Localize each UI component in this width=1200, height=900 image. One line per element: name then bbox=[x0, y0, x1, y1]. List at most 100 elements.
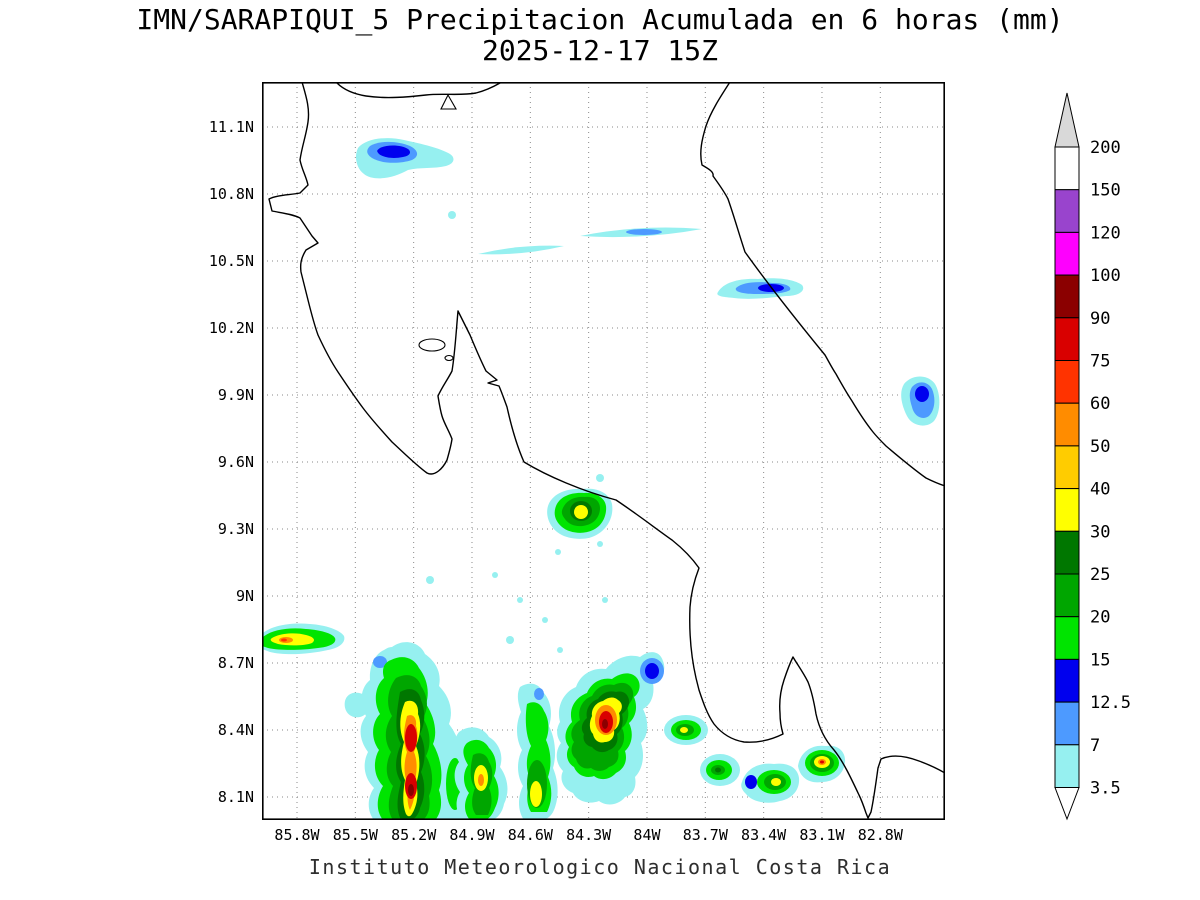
precip-contour bbox=[715, 767, 721, 773]
colorbar-tick-label: 60 bbox=[1090, 394, 1110, 414]
lat-tick-label: 10.8N bbox=[208, 185, 254, 203]
colorbar-segment bbox=[1054, 573, 1080, 618]
lat-tick-label: 8.4N bbox=[217, 721, 254, 739]
precip-contour bbox=[645, 663, 659, 679]
precip-cell-g1 bbox=[741, 763, 800, 803]
precip-shading bbox=[262, 138, 940, 820]
lon-tick-label: 83.7W bbox=[682, 826, 728, 844]
precip-cell-central bbox=[547, 474, 613, 555]
precip-contour bbox=[373, 656, 387, 668]
colorbar-segment bbox=[1054, 658, 1080, 703]
precip-contour bbox=[506, 636, 514, 644]
precip-band-west bbox=[262, 623, 345, 655]
colorbar-segment bbox=[1054, 616, 1080, 660]
precip-contour bbox=[478, 774, 484, 786]
plot-border bbox=[262, 82, 945, 820]
precip-cell-g2 bbox=[798, 745, 846, 783]
precip-contour bbox=[448, 211, 456, 219]
colorbar-tick-label: 200 bbox=[1090, 138, 1121, 158]
lat-tick-label: 9.9N bbox=[217, 386, 254, 404]
lat-tick-label: 9.3N bbox=[217, 520, 254, 538]
precip-cell-e bbox=[664, 715, 708, 745]
colorbar-arrow-top bbox=[1054, 92, 1080, 148]
colorbar-tick-label: 15 bbox=[1090, 650, 1110, 670]
colorbar-segment bbox=[1054, 530, 1080, 575]
colorbar-tick-label: 25 bbox=[1090, 565, 1110, 585]
precip-contour bbox=[478, 245, 564, 255]
map-subtitle: 2025-12-17 15Z bbox=[481, 34, 718, 67]
coastline bbox=[268, 82, 945, 819]
precip-cell-c bbox=[517, 683, 558, 820]
precip-map bbox=[262, 82, 945, 820]
precip-contour bbox=[534, 688, 544, 700]
lat-tick-label: 11.1N bbox=[208, 118, 254, 136]
colorbar-arrow-bottom bbox=[1054, 787, 1080, 821]
precip-contour bbox=[596, 474, 604, 482]
lon-tick-label: 84.6W bbox=[507, 826, 553, 844]
precip-cell-b bbox=[454, 727, 508, 820]
precip-contour bbox=[426, 576, 434, 584]
precip-specks bbox=[426, 572, 608, 653]
precip-contour bbox=[820, 760, 824, 764]
precip-contour bbox=[281, 638, 287, 642]
colorbar-segment bbox=[1054, 189, 1080, 233]
precip-contour bbox=[408, 784, 414, 796]
precip-cell-a bbox=[344, 642, 468, 820]
lon-tick-label: 84.3W bbox=[566, 826, 612, 844]
precip-contour bbox=[405, 724, 417, 752]
map-title: IMN/SARAPIQUI_5 Precipitacion Acumulada … bbox=[136, 3, 1064, 36]
precip-contour bbox=[915, 386, 929, 402]
colorbar-tick-label: 7 bbox=[1090, 736, 1100, 756]
lat-tick-label: 10.5N bbox=[208, 252, 254, 270]
colorbar-tick-label: 120 bbox=[1090, 223, 1121, 243]
colorbar: 200 150 120 100 90 75 60 50 40 30 25 20 15 12.5 7 3.5 bbox=[1054, 92, 1131, 821]
precip-contour bbox=[680, 727, 688, 733]
precip-contour bbox=[597, 541, 603, 547]
precip-cell-d bbox=[556, 652, 665, 805]
lat-tick-label: 8.1N bbox=[217, 788, 254, 806]
colorbar-segment bbox=[1054, 146, 1080, 191]
colorbar-segment bbox=[1054, 744, 1080, 788]
precip-contour bbox=[574, 505, 588, 519]
precip-contour bbox=[602, 597, 608, 603]
precip-cell-nw bbox=[356, 138, 456, 219]
precip-contour bbox=[517, 597, 523, 603]
lon-tick-label: 84.9W bbox=[449, 826, 495, 844]
colorbar-segment bbox=[1054, 274, 1080, 319]
precip-contour bbox=[542, 617, 548, 623]
map-caption: Instituto Meteorologico Nacional Costa R… bbox=[308, 855, 892, 879]
precip-contour bbox=[344, 692, 370, 718]
colorbar-segment bbox=[1054, 402, 1080, 447]
chira-island bbox=[418, 338, 446, 352]
lat-tick-label: 8.7N bbox=[217, 654, 254, 672]
precip-streaks bbox=[478, 227, 702, 255]
precip-contour bbox=[530, 781, 542, 807]
lake-island bbox=[440, 93, 457, 110]
precip-contour bbox=[745, 775, 757, 789]
colorbar-segment bbox=[1054, 488, 1080, 532]
lat-tick-label: 10.2N bbox=[208, 319, 254, 337]
colorbar-tick-label: 12.5 bbox=[1090, 693, 1131, 713]
colorbar-segment bbox=[1054, 231, 1080, 276]
colorbar-segment bbox=[1054, 445, 1080, 490]
lon-tick-label: 83.1W bbox=[799, 826, 845, 844]
colorbar-tick-label: 150 bbox=[1090, 181, 1121, 201]
colorbar-tick-label: 75 bbox=[1090, 352, 1110, 372]
colorbar-tick-label: 40 bbox=[1090, 480, 1110, 500]
small-islet bbox=[444, 354, 454, 362]
coastline-caribbean bbox=[700, 82, 945, 487]
colorbar-tick-label: 30 bbox=[1090, 522, 1110, 542]
precip-cell-f bbox=[700, 754, 740, 786]
precip-contour bbox=[771, 778, 781, 786]
colorbar-segment bbox=[1054, 701, 1080, 746]
colorbar-tick-label: 3.5 bbox=[1090, 779, 1121, 799]
precip-cell-east bbox=[901, 376, 940, 426]
lake-nicaragua-shore bbox=[336, 82, 501, 99]
lat-tick-label: 9N bbox=[235, 587, 254, 605]
precip-contour bbox=[377, 145, 411, 158]
lon-tick-label: 82.8W bbox=[857, 826, 903, 844]
precip-contour bbox=[602, 719, 608, 729]
lat-tick-label: 9.6N bbox=[217, 453, 254, 471]
colorbar-segment bbox=[1054, 317, 1080, 362]
precip-contour bbox=[557, 647, 563, 653]
